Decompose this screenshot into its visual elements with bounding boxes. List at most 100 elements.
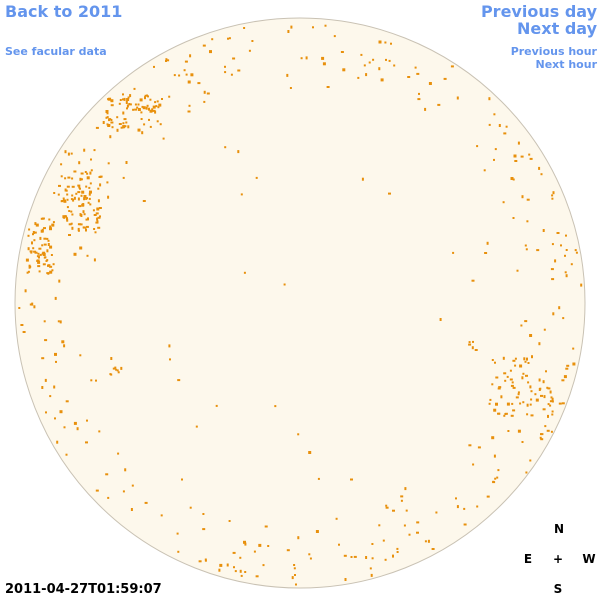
facula (79, 354, 82, 357)
facula (493, 113, 496, 116)
facula (291, 576, 294, 580)
facula (497, 469, 500, 472)
facula (309, 557, 312, 560)
facula (125, 161, 128, 164)
facula (505, 125, 508, 128)
facula (204, 558, 207, 561)
facula (43, 237, 47, 240)
facula (49, 265, 53, 268)
facula (110, 104, 114, 107)
facula (521, 441, 524, 443)
facula (41, 386, 44, 389)
facula (122, 98, 124, 101)
facula (360, 53, 363, 56)
facula (95, 489, 99, 492)
facula (92, 209, 95, 212)
facula (489, 398, 492, 401)
facula (524, 360, 527, 363)
facula (67, 176, 71, 179)
facula (77, 229, 80, 232)
facula (89, 182, 92, 185)
facula (96, 217, 99, 221)
next-hour-link[interactable]: Next hour (535, 58, 598, 71)
facula (26, 271, 29, 274)
facula (129, 94, 132, 98)
facula (529, 157, 533, 160)
facula (215, 404, 218, 407)
facula (118, 102, 121, 105)
facula (107, 195, 110, 199)
previous-hour-link[interactable]: Previous hour (510, 45, 597, 58)
facula (540, 433, 542, 436)
facula (498, 386, 502, 389)
facula (526, 413, 529, 416)
facula (512, 386, 516, 389)
facula (46, 272, 50, 275)
facula (41, 217, 45, 220)
facula (372, 58, 375, 61)
facula (525, 374, 528, 377)
facula (49, 245, 53, 249)
facula (73, 170, 77, 173)
facula (149, 98, 152, 101)
facula (97, 187, 100, 190)
facula (514, 357, 517, 360)
facula (526, 220, 529, 223)
facula (563, 375, 567, 379)
facula (378, 40, 382, 44)
facula (335, 517, 338, 520)
facula (388, 59, 391, 62)
facula (44, 339, 48, 342)
facula (286, 73, 289, 77)
facula (141, 131, 144, 135)
facula (95, 221, 99, 224)
facula (47, 239, 50, 242)
facula (234, 570, 237, 573)
facula (517, 391, 520, 394)
facula (52, 263, 55, 266)
facula (66, 206, 69, 209)
facula (165, 60, 167, 62)
facula (562, 317, 565, 320)
facula (188, 104, 191, 107)
facula (206, 92, 210, 95)
facula (85, 225, 89, 228)
facula (350, 556, 353, 558)
facula (81, 190, 85, 194)
facula (176, 532, 179, 535)
facula (542, 380, 545, 384)
facula (89, 203, 92, 206)
facula (53, 192, 56, 194)
facular-data-link[interactable]: See facular data (5, 45, 107, 58)
facula (509, 369, 512, 372)
facula (543, 395, 546, 399)
facula (523, 357, 526, 361)
facula (184, 60, 188, 63)
facula (403, 524, 406, 527)
facula (80, 214, 83, 217)
next-day-link[interactable]: Next day (517, 19, 597, 38)
facula (31, 241, 33, 245)
facula (84, 171, 87, 173)
facula (526, 403, 529, 407)
facula (169, 358, 171, 361)
facula (45, 260, 48, 262)
facula (551, 278, 555, 281)
facula (543, 328, 546, 331)
facula (494, 361, 496, 364)
facula (468, 341, 471, 344)
facula (152, 105, 156, 109)
facula (110, 119, 113, 121)
facula (123, 118, 127, 121)
facula (22, 331, 26, 333)
faculae (18, 24, 583, 586)
previous-day-link[interactable]: Previous day (480, 2, 597, 21)
facula (134, 108, 138, 111)
facula (152, 109, 156, 112)
facula (463, 523, 467, 526)
facula (565, 274, 568, 278)
facula (549, 404, 552, 407)
facula (435, 511, 438, 514)
back-link[interactable]: Back to 2011 (5, 2, 123, 21)
compass-north: N (553, 522, 565, 536)
